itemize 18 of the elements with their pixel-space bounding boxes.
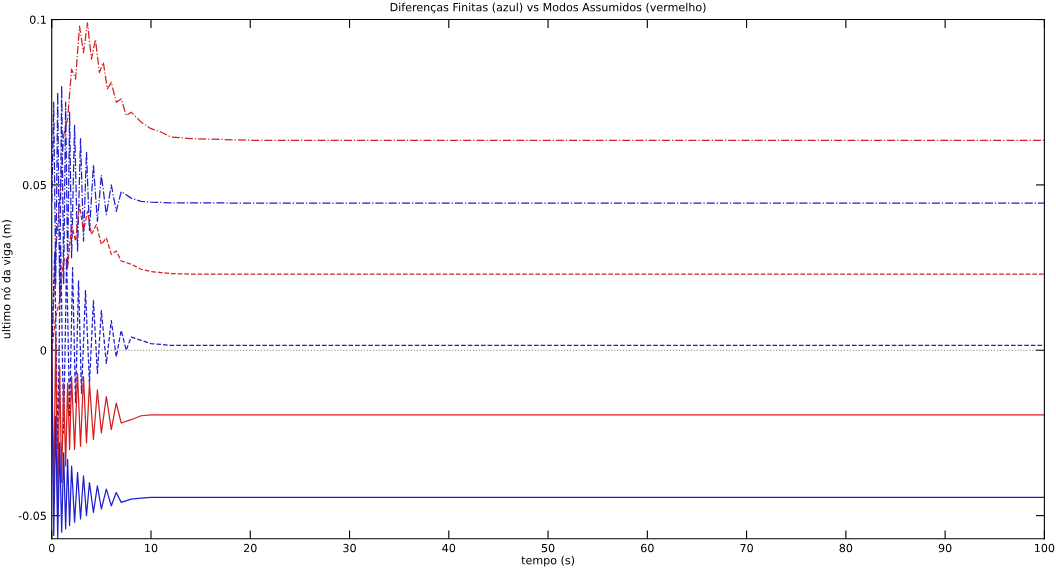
x-tick-label: 60 (641, 543, 654, 553)
x-tick-label: 100 (1035, 543, 1055, 553)
y-axis-title: ultimo nó da viga (m) (1, 220, 13, 339)
x-tick-label: 40 (442, 543, 456, 553)
x-tick-label: 50 (541, 543, 555, 553)
y-tick-label: -0.05 (18, 511, 46, 520)
x-tick-label: 0 (48, 543, 55, 553)
y-tick-label: 0.1 (29, 15, 46, 24)
x-tick-label: 10 (145, 543, 158, 553)
x-tick-label: 20 (244, 543, 257, 553)
y-tick-label: 0.05 (22, 180, 46, 190)
chart-title: Diferenças Finitas (azul) vs Modos Assumidos (vermelho) (390, 2, 706, 14)
x-axis-title: tempo (s) (521, 555, 575, 567)
x-tick-label: 70 (740, 543, 753, 553)
y-tick-label: 0 (40, 346, 47, 355)
x-tick-label: 90 (938, 543, 952, 553)
x-tick-label: 30 (343, 543, 356, 553)
x-tick-label: 80 (839, 543, 853, 553)
